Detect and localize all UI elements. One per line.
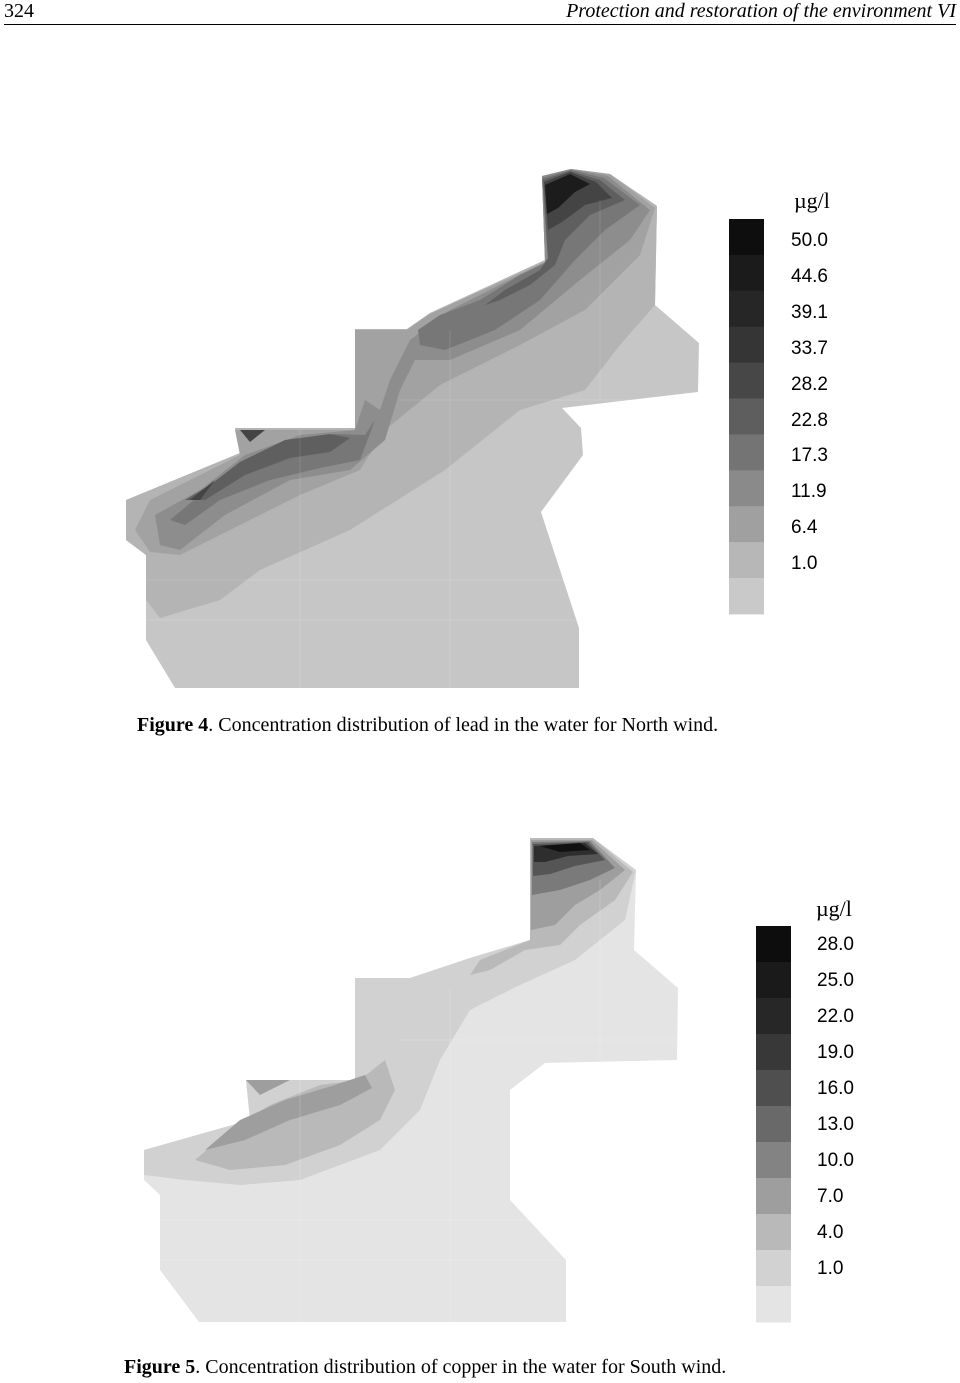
figure-5-legend-bars	[756, 926, 791, 1323]
figure-5-legend-swatch	[756, 1250, 791, 1287]
figure-5-legend-swatch	[756, 1142, 791, 1179]
figure-4-legend-value: 44.6	[791, 265, 828, 287]
figure-4-legend-swatch	[729, 578, 764, 615]
figure-5-legend-swatch	[756, 1106, 791, 1143]
figure-5-legend-swatch	[756, 962, 791, 999]
figure-4-legend-value: 17.3	[791, 445, 828, 467]
figure-5-legend-value: 25.0	[817, 970, 854, 991]
figure-4-legend-swatch	[729, 254, 764, 292]
figure-5-legend-value: 19.0	[817, 1042, 854, 1063]
figure-5-caption-text: . Concentration distribution of copper i…	[195, 1356, 727, 1378]
figure-4-zone-5	[485, 171, 625, 305]
figure-4-legend-swatch	[729, 506, 764, 543]
figure-5-legend-value: 28.0	[817, 934, 854, 955]
figure-4-label: Figure 4	[137, 714, 209, 736]
figure-4-legend-bars	[729, 219, 764, 615]
figure-4-legend-value: 1.0	[791, 553, 818, 575]
figure-4-legend-swatch	[729, 362, 764, 399]
page-number: 324	[4, 0, 34, 22]
figure-5-contour-map	[144, 838, 678, 1322]
figure-4-caption: Figure 4. Concentration distribution of …	[137, 714, 718, 737]
figure-4-legend-value: 33.7	[791, 337, 828, 359]
running-head-title: Protection and restoration of the enviro…	[566, 0, 956, 22]
figure-4-contour-map	[126, 169, 700, 688]
figure-4-zone-7	[545, 174, 590, 214]
figure-5-legend-value: 4.0	[817, 1222, 844, 1243]
figure-5-legend-value: 10.0	[817, 1150, 854, 1171]
figure-5-legend-swatch	[756, 1214, 791, 1251]
figure-5-legend-swatch	[756, 926, 791, 963]
figure-4-legend-swatch	[729, 219, 764, 256]
figure-4-legend-value: 11.9	[791, 481, 827, 503]
figure-4-zone-5b	[185, 434, 350, 500]
figure-4-legend-unit: µg/l	[794, 188, 830, 213]
figure-5-zone-3b	[205, 1075, 372, 1150]
figure-4-legend-value: 50.0	[791, 230, 828, 251]
figure-4-legend-swatch	[729, 326, 764, 364]
figure-4-legend-swatch	[729, 434, 764, 471]
figure-4-legend-swatch	[729, 290, 764, 328]
figure-5-legend-unit: µg/l	[816, 896, 852, 921]
figure-5-caption: Figure 5. Concentration distribution of …	[124, 1356, 726, 1379]
figure-5-zone-7	[540, 843, 590, 852]
figure-5-legend-swatch	[756, 1034, 791, 1071]
figure-4-caption-text: . Concentration distribution of lead in …	[208, 714, 719, 736]
figure-5-mesh	[160, 880, 678, 1322]
figure-5-legend-value: 13.0	[817, 1114, 854, 1135]
figure-5-legend-swatch	[756, 1286, 791, 1323]
figure-5-legend-value: 22.0	[817, 1006, 854, 1027]
figure-5-legend-value: 16.0	[817, 1078, 854, 1099]
figure-5-legend-value: 7.0	[817, 1186, 844, 1207]
figure-5-legend-swatch	[756, 1070, 791, 1107]
running-head: 324 Protection and restoration of the en…	[4, 0, 956, 25]
figure-4-legend-value: 22.8	[791, 409, 828, 431]
figure-4-legend-value: 28.2	[791, 373, 828, 395]
figure-4-legend-swatch	[729, 542, 764, 579]
figure-4-mesh	[140, 200, 700, 688]
figure-5-legend-swatch	[756, 1178, 791, 1215]
figure-4-legend-value: 39.1	[791, 301, 828, 323]
figure-5-label: Figure 5	[124, 1356, 196, 1378]
figure-5-legend-value: 1.0	[817, 1258, 844, 1279]
figure-5-legend-swatch	[756, 998, 791, 1035]
figure-4-legend-swatch	[729, 398, 764, 435]
figure-4-legend-value: 6.4	[791, 517, 818, 539]
figure-5-zone-1	[144, 838, 636, 1185]
figure-4-legend-swatch	[729, 470, 764, 507]
